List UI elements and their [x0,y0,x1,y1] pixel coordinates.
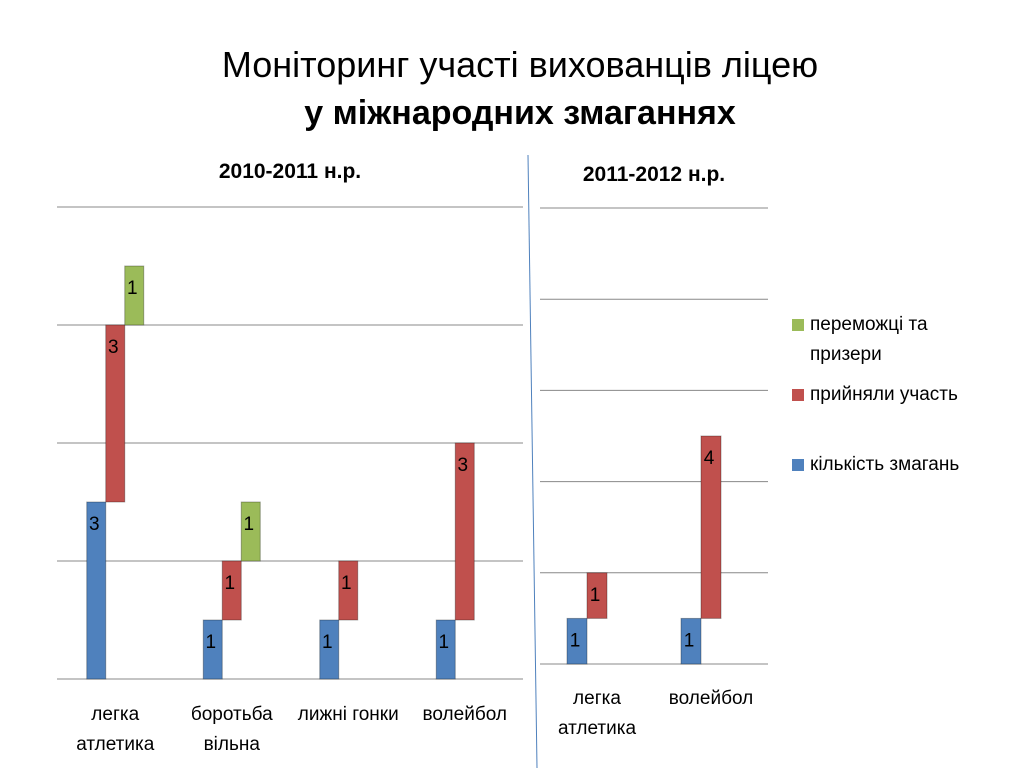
value-label: 4 [704,448,715,469]
bar [566,617,588,665]
value-label: 1 [243,514,254,535]
bar [240,501,261,562]
value-label: 1 [341,573,352,594]
value-label: 1 [322,632,333,653]
bar [86,501,107,680]
chart-title: 2011-2012 н.р. [582,163,726,186]
x-tick-label: волейбол [668,688,754,709]
value-label: 1 [590,585,601,606]
x-tick-label: боротьба вільна [190,704,273,755]
value-label: 3 [457,455,468,476]
slide-subtitle: у міжнародних змаганнях [304,94,736,132]
bar [338,560,359,621]
x-tick-label: легка атлетика [76,704,155,755]
value-label: 1 [438,632,449,653]
legend-swatch [792,389,804,401]
x-tick-label: лижні гонки [297,704,399,725]
slide-title: Моніторинг участі вихованців ліцею [221,44,819,85]
legend-entry: прийняли участь [792,380,1000,410]
bar [700,435,722,619]
value-label: 1 [205,632,216,653]
bar [221,560,242,621]
bar [454,442,475,621]
legend-swatch [792,459,804,471]
chart-title: 2010-2011 н.р. [218,160,362,183]
value-label: 1 [570,630,581,651]
x-tick-label: волейбол [422,704,507,725]
value-label: 3 [108,337,119,358]
value-label: 1 [224,573,235,594]
bar [124,265,145,326]
x-tick-label: легка атлетика [557,688,637,739]
bar [435,619,456,680]
bar [105,324,126,503]
legend-entry: переможці та призери [792,310,1000,370]
bar [202,619,223,680]
bar [319,619,340,680]
value-label: 3 [89,514,100,535]
value-label: 1 [127,278,138,299]
bar [680,617,702,665]
legend-swatch [792,319,804,331]
bar [586,572,608,619]
value-label: 1 [684,630,695,651]
separator [527,154,538,768]
legend-entry: кількість змагань [792,450,1000,480]
